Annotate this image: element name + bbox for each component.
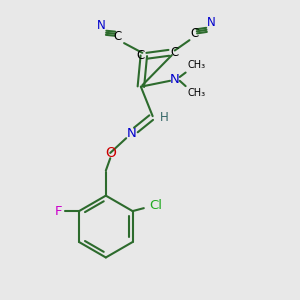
Text: CH₃: CH₃ [187, 60, 205, 70]
Text: F: F [55, 205, 62, 218]
Text: C: C [190, 27, 199, 40]
Text: C: C [171, 46, 179, 59]
Text: O: O [105, 146, 116, 160]
Text: N: N [127, 127, 136, 140]
Text: Cl: Cl [149, 199, 162, 212]
Text: C: C [137, 49, 145, 62]
Text: C: C [113, 30, 122, 43]
Text: H: H [160, 111, 168, 124]
Text: N: N [97, 19, 106, 32]
Text: CH₃: CH₃ [187, 88, 205, 98]
Text: N: N [170, 73, 180, 86]
Text: N: N [207, 16, 216, 29]
